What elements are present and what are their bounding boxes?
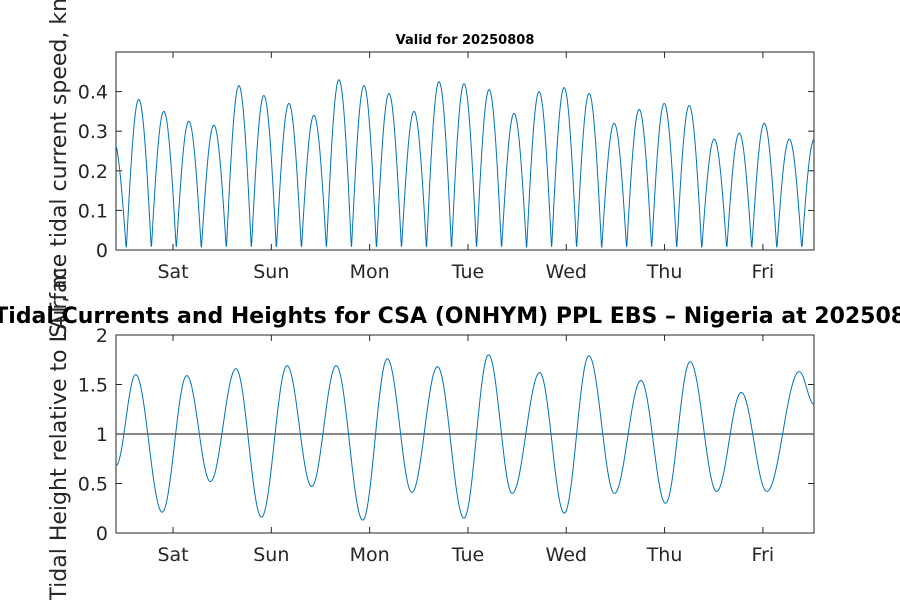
tidal-height-x-tick-label: Fri bbox=[752, 544, 775, 566]
current-speed-y-tick-label: 0.1 bbox=[78, 200, 108, 222]
current-speed-y-ticks: 0 0.1 0.2 0.3 0.4 bbox=[78, 82, 814, 262]
current-speed-chart-title: Valid for 20250808 bbox=[396, 33, 535, 48]
tidal-height-x-tick-label: Wed bbox=[546, 544, 587, 566]
tidal-height-y-tick-label: 1.5 bbox=[78, 375, 108, 397]
current-speed-x-tick-label: Mon bbox=[350, 261, 390, 283]
tidal-height-series-line bbox=[115, 354, 815, 521]
current-speed-x-tick-label: Sat bbox=[157, 261, 188, 283]
tidal-height-x-tick-label: Sat bbox=[157, 544, 188, 566]
tidal-height-y-tick-label: 0.5 bbox=[78, 474, 108, 496]
tidal-height-y-tick-label: 0 bbox=[96, 523, 108, 545]
tidal-height-x-tick-label: Tue bbox=[451, 544, 484, 566]
tidal-height-x-tick-label: Sun bbox=[253, 544, 289, 566]
current-speed-y-tick-label: 0.2 bbox=[78, 161, 108, 183]
tidal-height-y-tick-label: 2 bbox=[96, 325, 108, 347]
tidal-height-chart: 0 0.5 1 1.5 2 Sat Sun Mon Tue Wed Thu Fri Tidal He… bbox=[0, 267, 900, 600]
current-speed-x-tick-label: Tue bbox=[451, 261, 484, 283]
current-speed-x-tick-label: Fri bbox=[752, 261, 775, 283]
current-speed-plot-area bbox=[115, 51, 815, 251]
current-speed-x-tick-label: Wed bbox=[546, 261, 587, 283]
tidal-height-y-axis-label: Tidal Height relative to LAT, m bbox=[47, 267, 72, 600]
tidal-height-x-ticks: Sat Sun Mon Tue Wed Thu Fri bbox=[157, 335, 774, 566]
current-speed-y-axis-label: Surface tidal current speed, knots bbox=[47, 0, 72, 338]
tidal-height-y-ticks: 0 0.5 1 1.5 2 bbox=[78, 325, 814, 545]
current-speed-x-tick-label: Thu bbox=[646, 261, 683, 283]
current-speed-x-ticks: Sat Sun Mon Tue Wed Thu Fri bbox=[157, 52, 774, 283]
tidal-height-y-tick-label: 1 bbox=[96, 424, 108, 446]
main-figure-title: Tidal Currents and Heights for CSA (ONHY… bbox=[0, 304, 900, 329]
tidal-height-x-tick-label: Thu bbox=[646, 544, 683, 566]
current-speed-x-tick-label: Sun bbox=[253, 261, 289, 283]
current-speed-chart: Valid for 20250808 0 0.1 0.2 0.3 0.4 Sat Sun M… bbox=[47, 0, 815, 338]
current-speed-series-line bbox=[115, 79, 815, 249]
current-speed-y-tick-label: 0 bbox=[96, 240, 108, 262]
current-speed-y-tick-label: 0.3 bbox=[78, 121, 108, 143]
tidal-height-x-tick-label: Mon bbox=[350, 544, 390, 566]
current-speed-y-tick-label: 0.4 bbox=[78, 82, 108, 104]
